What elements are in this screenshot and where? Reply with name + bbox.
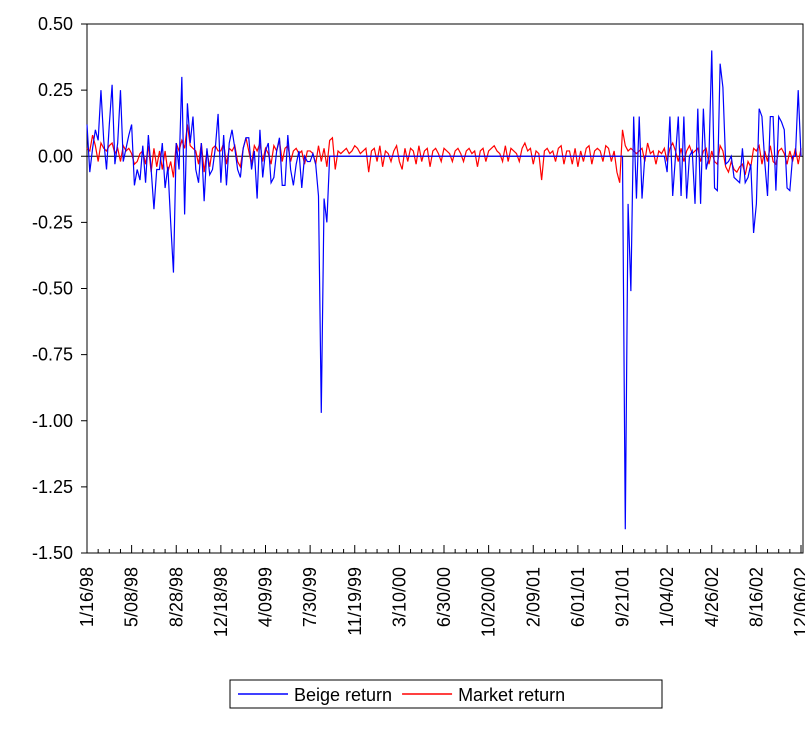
y-tick-label: -1.25 [32, 477, 73, 497]
y-tick-label: -1.00 [32, 411, 73, 431]
y-tick-label: -0.50 [32, 279, 73, 299]
x-tick-label: 10/20/00 [479, 567, 499, 637]
x-tick-label: 7/30/99 [300, 567, 320, 627]
x-tick-label: 8/16/02 [746, 567, 766, 627]
x-tick-label: 3/10/00 [389, 567, 409, 627]
y-tick-label: -0.25 [32, 212, 73, 232]
x-tick-label: 4/09/99 [256, 567, 276, 627]
x-tick-label: 6/01/01 [568, 567, 588, 627]
y-tick-label: 0.50 [38, 14, 73, 34]
x-tick-label: 2/09/01 [523, 567, 543, 627]
y-tick-label: -0.75 [32, 345, 73, 365]
x-tick-label: 6/30/00 [434, 567, 454, 627]
x-tick-label: 12/06/02 [791, 567, 805, 637]
x-tick-label: 5/08/98 [122, 567, 142, 627]
x-tick-label: 4/26/02 [702, 567, 722, 627]
series-line [86, 50, 802, 530]
legend-label: Beige return [294, 685, 392, 705]
plot-frame [86, 23, 804, 554]
x-tick-label: 8/28/98 [166, 567, 186, 627]
y-tick-label: 0.25 [38, 80, 73, 100]
x-tick-label: 12/18/98 [211, 567, 231, 637]
legend-label: Market return [458, 685, 565, 705]
y-tick-label: -1.50 [32, 543, 73, 563]
x-tick-label: 1/04/02 [657, 567, 677, 627]
x-tick-label: 9/21/01 [613, 567, 633, 627]
x-tick-label: 1/16/98 [77, 567, 97, 627]
y-tick-label: 0.00 [38, 146, 73, 166]
x-tick-label: 11/19/99 [345, 567, 365, 636]
